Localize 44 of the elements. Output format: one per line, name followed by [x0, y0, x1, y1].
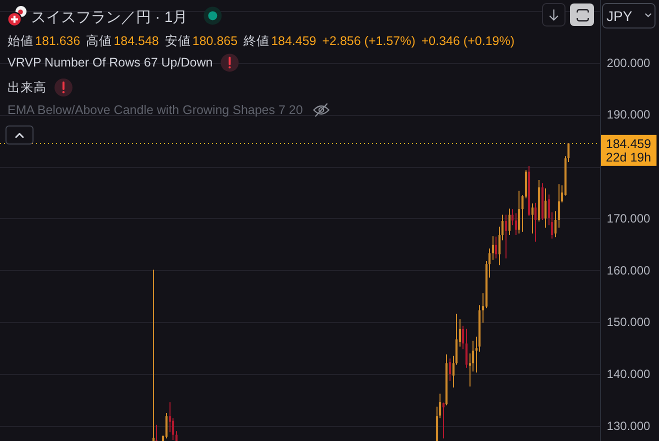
annotation: 184.459	[271, 34, 316, 48]
candlestick	[492, 236, 494, 260]
annotation: 出来高	[8, 80, 46, 94]
y-tick-label: 170.000	[606, 211, 651, 226]
annotation: +0.346 (+0.19%)	[421, 34, 514, 48]
y-tick-label: 190.000	[606, 108, 651, 122]
y-tick-label: 130.000	[606, 418, 651, 433]
annotation: 184.548	[114, 34, 159, 48]
y-tick-label: 150.000	[606, 315, 651, 330]
candlestick	[511, 208, 514, 226]
candlestick	[175, 430, 178, 441]
annotation: +2.856 (+1.57%)	[322, 34, 416, 48]
candlestick	[531, 202, 534, 234]
annotation: 180.865	[192, 34, 238, 48]
ylabel: JPY	[606, 8, 632, 24]
candlestick	[504, 214, 508, 259]
annotation: 安値	[164, 33, 191, 48]
y-tick-label: 200.000	[606, 56, 651, 70]
candlestick	[494, 236, 498, 259]
annotation: 高値	[86, 33, 112, 48]
title: スイスフラン／円 · 1月	[31, 9, 188, 26]
annotation: VRVP Number Of Rows 67 Up/Down	[8, 56, 213, 70]
ref-line-label: 184.459	[606, 137, 652, 152]
candlestick	[442, 402, 445, 439]
candlestick	[554, 210, 557, 238]
annotation: 始値	[8, 34, 34, 48]
y-tick-label: 160.000	[606, 263, 651, 278]
y-tick-label: 140.000	[606, 367, 651, 382]
candlestick	[558, 184, 560, 228]
candlestick	[534, 202, 537, 242]
candlestick	[165, 412, 168, 439]
candlestick	[544, 188, 547, 228]
candlestick	[508, 208, 511, 236]
candlestick	[518, 190, 520, 234]
candlestick	[514, 212, 518, 236]
candlestick	[465, 328, 468, 368]
candlestick	[152, 269, 155, 441]
candlestick	[155, 424, 158, 441]
candlestick	[448, 358, 452, 382]
annotation: 終値	[242, 34, 270, 48]
annotation: 181.636	[35, 34, 80, 48]
candlestick	[462, 325, 464, 350]
annotation: EMA Below/Above Candle with Growing Shapes 7 20	[8, 103, 303, 117]
text: 22d 19h	[606, 150, 652, 164]
